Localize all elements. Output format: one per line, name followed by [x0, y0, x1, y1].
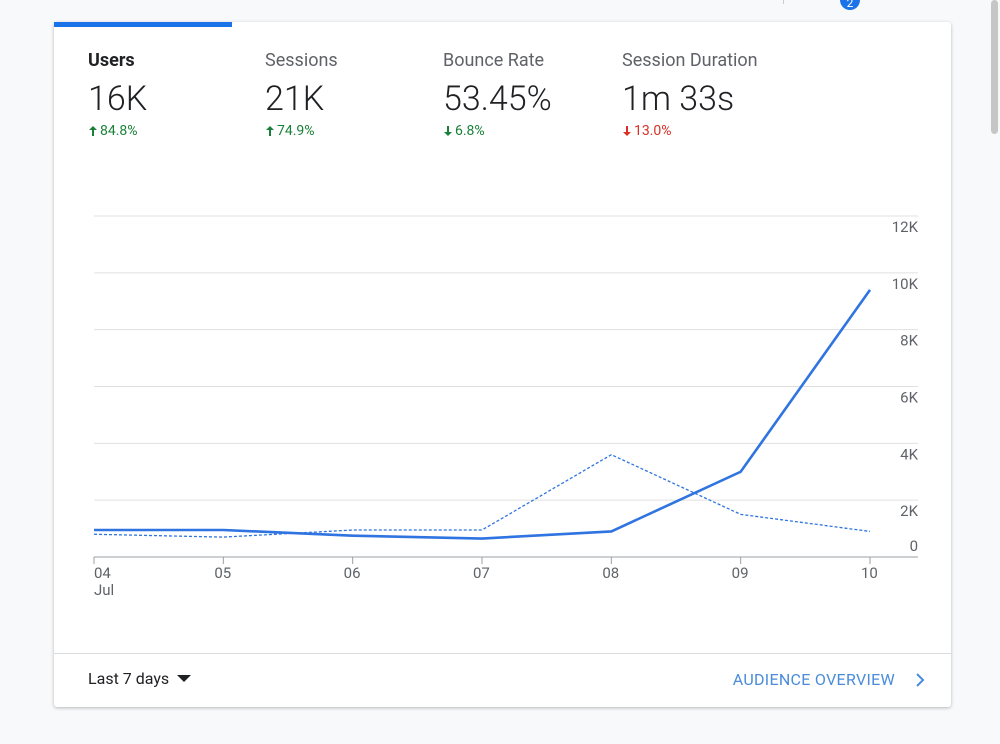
metric-name: Users	[88, 50, 135, 71]
arrow-up	[89, 126, 97, 136]
arrow-down	[444, 126, 452, 136]
x-tick-label: 08	[602, 564, 619, 582]
selected-tab-indicator	[54, 22, 232, 27]
audience-overview-link[interactable]: AUDIENCE OVERVIEW	[733, 670, 925, 689]
metric-name: Bounce Rate	[443, 50, 545, 71]
y-tick-label: 0	[910, 537, 918, 555]
chevron	[916, 672, 925, 687]
line	[93, 453, 871, 538]
metric-value: 1m 33s	[622, 79, 735, 119]
line	[94, 289, 872, 540]
y-tick-label: 8K	[900, 332, 918, 350]
metric-change: 13.0%	[622, 123, 758, 139]
separator	[783, 0, 784, 4]
change-text: 6.8%	[455, 123, 485, 139]
y-tick-label: 4K	[900, 445, 918, 463]
y-tick-label: 10K	[892, 275, 919, 293]
metric-value: 21K	[265, 79, 325, 119]
metric-value: 16K	[88, 79, 148, 119]
y-tick-label: 2K	[900, 502, 918, 520]
metric-tab[interactable]: Bounce Rate 53.45% 6.8%	[443, 50, 552, 139]
metric-name: Sessions	[265, 50, 338, 71]
scrollbar[interactable]	[991, 0, 998, 134]
arrow-down	[623, 126, 631, 136]
metric-change: 84.8%	[88, 123, 147, 139]
x-tick-label: 07	[473, 564, 490, 582]
divider	[54, 653, 951, 654]
link-text: AUDIENCE OVERVIEW	[732, 670, 895, 689]
x-tick-label: 04	[94, 564, 111, 582]
x-tick-label: 05	[214, 564, 231, 582]
card	[54, 22, 951, 707]
x-tick-label: 09	[732, 564, 749, 582]
metric-change: 6.8%	[443, 123, 552, 139]
x-tick-label: 10	[861, 564, 878, 582]
y-tick-label: 12K	[892, 218, 919, 236]
date-range: Last 7 days	[88, 669, 170, 688]
change-text: 74.9%	[277, 123, 315, 139]
notification-badge[interactable]: 2	[840, 0, 860, 10]
metric-change: 74.9%	[265, 123, 338, 139]
metric-tab[interactable]: Sessions 21K 74.9%	[265, 50, 338, 139]
metric-name: Session Duration	[622, 50, 758, 71]
change-text: 13.0%	[634, 123, 672, 139]
dropdown-arrow	[177, 674, 192, 682]
x-tick-label: 06	[344, 564, 361, 582]
x-month-label: Jul	[94, 581, 114, 599]
change-text: 84.8%	[100, 123, 138, 139]
metric-tab[interactable]: Users 16K 84.8%	[88, 50, 147, 139]
arrow-up	[266, 126, 274, 136]
y-tick-label: 6K	[900, 389, 918, 407]
metric-value: 53.45%	[443, 79, 552, 119]
metric-tab[interactable]: Session Duration 1m 33s 13.0%	[622, 50, 758, 139]
date-range-dropdown[interactable]: Last 7 days	[88, 669, 192, 688]
